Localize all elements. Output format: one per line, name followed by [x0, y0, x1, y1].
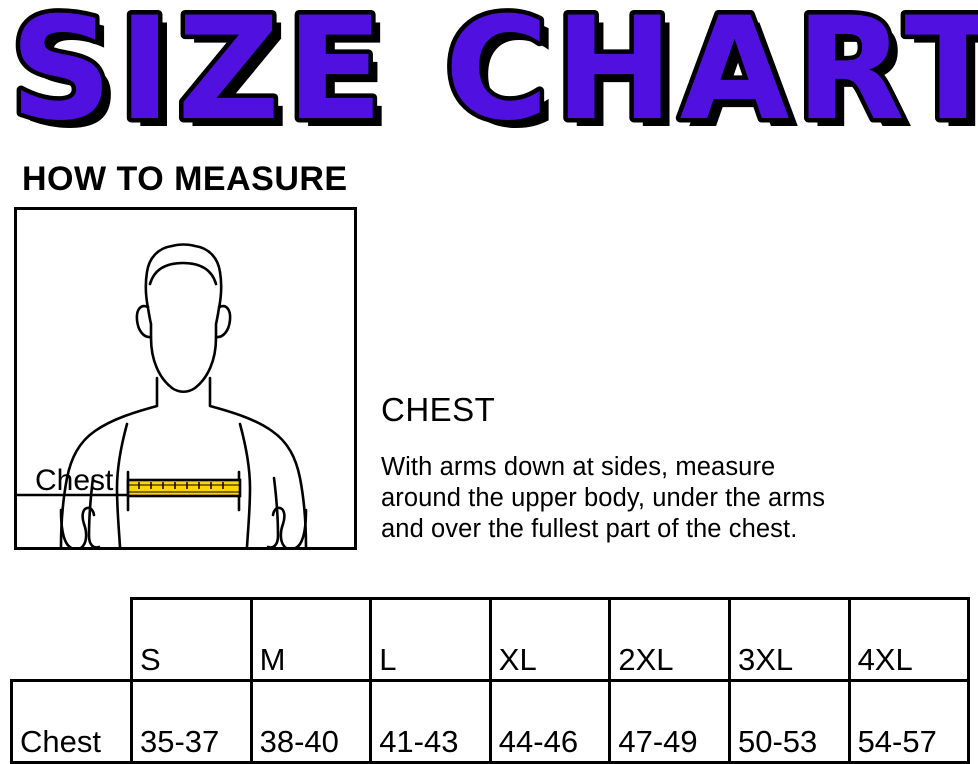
page-title: SIZE CHART SIZE CHART	[0, 0, 978, 148]
cell-chest-m: 38-40	[249, 679, 373, 764]
row-label-chest: Chest	[10, 679, 133, 764]
column-header-4xl: 4XL	[847, 597, 971, 682]
left-hand	[59, 506, 96, 547]
column-header-s: S	[130, 597, 253, 682]
right-arm-inner	[266, 476, 280, 547]
table-corner-blank	[11, 598, 132, 681]
size-table-grid: S M L XL 2XL 3XL 4XL Chest 35-37 38-40 4…	[10, 597, 971, 764]
hairline	[148, 261, 218, 286]
left-ear	[135, 304, 153, 339]
measurement-heading: CHEST	[381, 391, 496, 428]
right-ear	[214, 304, 232, 339]
right-hand	[271, 506, 308, 547]
title-shadow: SIZE CHART	[19, 0, 978, 148]
column-header-l: L	[369, 597, 492, 682]
left-shoulder-arm-outer	[59, 376, 159, 547]
description-line-3: and over the fullest part of the chest.	[381, 515, 798, 543]
tape-ticks	[138, 482, 224, 489]
column-header-3xl: 3XL	[727, 597, 851, 682]
cell-chest-3xl: 50-53	[727, 679, 851, 764]
title-text: SIZE CHART	[10, 0, 978, 148]
measurement-description: With arms down at sides, measure around …	[381, 452, 973, 545]
left-torso-side	[115, 422, 129, 547]
measurement-illustration-box: Chest	[14, 207, 357, 550]
cell-chest-l: 41-43	[369, 679, 492, 764]
cell-chest-xl: 44-46	[488, 679, 612, 764]
left-arm-inner	[87, 476, 101, 547]
cell-chest-4xl: 54-57	[847, 679, 971, 764]
table-row-chest: Chest 35-37 38-40 41-43 44-46 47-49 50-5…	[10, 679, 971, 764]
description-line-2: around the upper body, under the arms	[381, 484, 826, 512]
right-shoulder-arm-outer	[208, 376, 308, 547]
column-header-xl: XL	[488, 597, 612, 682]
right-torso-side	[238, 422, 252, 547]
measuring-tape	[126, 478, 242, 498]
table-header-row: S M L XL 2XL 3XL 4XL	[11, 597, 971, 682]
cell-chest-s: 35-37	[130, 679, 253, 764]
chest-callout-label: Chest	[35, 464, 114, 497]
head-outline	[144, 243, 223, 394]
column-header-m: M	[249, 597, 373, 682]
how-to-measure-heading: HOW TO MEASURE	[22, 160, 348, 198]
size-chart-title-art: SIZE CHART SIZE CHART	[6, 0, 978, 148]
column-header-2xl: 2XL	[608, 597, 731, 682]
cell-chest-2xl: 47-49	[608, 679, 731, 764]
male-torso-figure-icon: Chest	[17, 243, 308, 547]
size-chart-table: S M L XL 2XL 3XL 4XL Chest 35-37 38-40 4…	[10, 597, 971, 764]
description-line-1: With arms down at sides, measure	[381, 453, 776, 481]
